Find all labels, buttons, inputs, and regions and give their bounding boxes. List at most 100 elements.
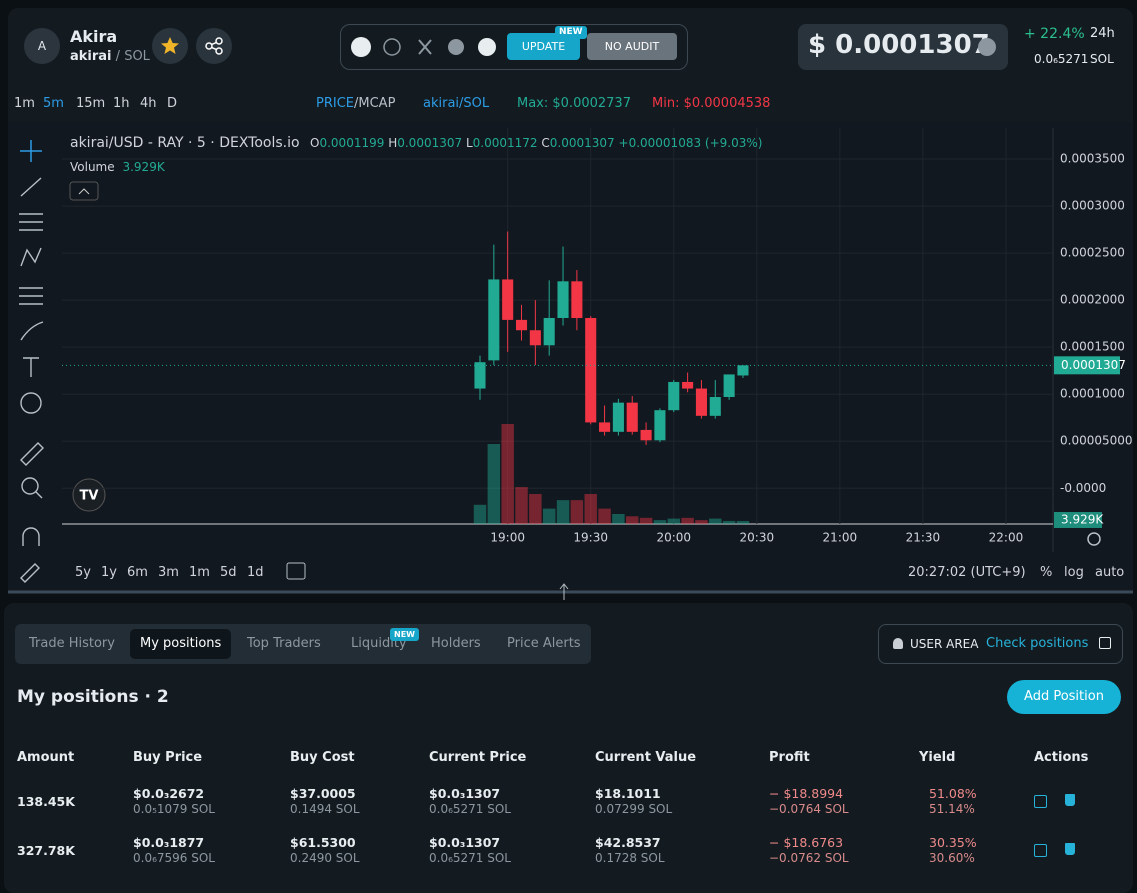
column-header: Amount	[17, 750, 75, 765]
interval-button[interactable]: 4h	[140, 96, 157, 111]
pair-quote: SOL	[124, 49, 150, 64]
share-button[interactable]	[196, 28, 232, 64]
volume-bar	[501, 424, 514, 524]
c-value: 0.0001307	[549, 136, 615, 150]
tab[interactable]: Holders	[431, 636, 481, 651]
range-button[interactable]: 6m	[127, 565, 148, 580]
interval-button[interactable]: 5m	[43, 96, 64, 111]
x-tick-label: 21:00	[823, 531, 858, 545]
price-mcap-toggle[interactable]: PRICE/MCAP	[316, 96, 395, 111]
crosshair-tool[interactable]	[20, 140, 42, 162]
cell-primary: $18.1011	[595, 786, 661, 801]
favorite-button[interactable]	[152, 28, 188, 64]
x-tick-label: 20:00	[656, 531, 691, 545]
volume-bar	[709, 518, 722, 524]
info-icon[interactable]	[978, 38, 996, 56]
change: +0.00001083 (+9.03%)	[618, 136, 763, 150]
links-box: UPDATE NEW NO AUDIT	[340, 24, 688, 70]
cell-secondary: 0.1728 SOL	[595, 851, 665, 865]
collapse-button[interactable]	[69, 181, 99, 201]
volume-bar	[626, 516, 639, 524]
cell-primary: − $18.8994	[769, 786, 844, 801]
cell-secondary: 0.0₆5271 SOL	[429, 802, 511, 816]
y-tick-label: 0.0001500	[1060, 340, 1125, 354]
h-value: 0.0001307	[397, 136, 463, 150]
update-button[interactable]: UPDATE	[507, 33, 580, 60]
column-header: Profit	[769, 750, 810, 765]
price-mode: PRICE	[316, 96, 354, 111]
volume-bar	[487, 444, 501, 524]
volume-bar	[584, 494, 597, 524]
candle-body	[682, 381, 694, 389]
settings-icon[interactable]	[1087, 532, 1101, 546]
delete-button[interactable]	[1065, 794, 1075, 806]
volume-bar	[515, 487, 528, 524]
last-price-box	[1054, 356, 1120, 375]
range-button[interactable]: 1m	[189, 565, 210, 580]
l-label: L	[465, 136, 473, 150]
price-box: $ 0.0001307	[798, 24, 1008, 70]
volume-bar	[556, 500, 570, 524]
chart-bg	[8, 122, 1133, 592]
cell-secondary: 30.60%	[929, 851, 975, 865]
interval-button[interactable]: 1h	[113, 96, 130, 111]
column-header: Buy Cost	[290, 750, 355, 765]
volume-bar	[529, 494, 542, 524]
tab[interactable]: Top Traders	[247, 636, 321, 651]
edit-button[interactable]	[1034, 844, 1047, 857]
ohlc: O0.0001199 H0.0001307 L0.0001172 C0.0001…	[310, 136, 762, 150]
add-position-button[interactable]: Add Position	[1007, 680, 1121, 714]
cell-secondary: 0.0₅1079 SOL	[133, 802, 215, 816]
range-button[interactable]: 5d	[220, 565, 237, 580]
range-button[interactable]: 1y	[101, 565, 117, 580]
amount-cell: 327.78K	[17, 843, 75, 858]
y-tick-label: 0.0003000	[1060, 199, 1125, 213]
amount-cell: 138.45K	[17, 794, 75, 809]
volume-bar	[736, 520, 750, 524]
price-sol: 0.0₆5271	[1034, 52, 1089, 66]
range-button[interactable]: 3m	[158, 565, 179, 580]
scale-button[interactable]: %	[1040, 565, 1053, 580]
candle-body	[599, 422, 611, 432]
new-badge: NEW	[390, 628, 419, 641]
volume-legend: Volume 3.929K	[70, 160, 165, 174]
delete-button[interactable]	[1065, 843, 1075, 855]
check-positions-link[interactable]: Check positions	[986, 636, 1089, 651]
price-sol-unit: SOL	[1090, 52, 1114, 66]
chart: TV 0.0003500 0.0003000 0.0002500 0.0002000 0…	[8, 122, 1133, 600]
interval-button[interactable]: D	[167, 96, 178, 111]
scale-button[interactable]: log	[1064, 565, 1084, 580]
candle-body	[571, 281, 583, 319]
tradingview-logo[interactable]	[72, 478, 106, 512]
mcap-mode: /MCAP	[354, 96, 396, 111]
token-pair: akirai / SOL	[70, 49, 150, 64]
x-tick-label: 21:30	[906, 531, 941, 545]
y-tick-label: 0.00005000	[1060, 434, 1133, 448]
user-area: USER AREA Check positions	[878, 624, 1123, 664]
resize-handle[interactable]	[559, 583, 569, 600]
cell-primary: $0.0₃1877	[133, 835, 205, 850]
candle-body	[668, 381, 680, 411]
scale-button[interactable]: auto	[1095, 565, 1125, 580]
cell-secondary: −0.0762 SOL	[769, 851, 849, 865]
pair-toggle[interactable]: akirai/SOL	[423, 96, 490, 111]
tab[interactable]: Price Alerts	[507, 636, 581, 651]
cell-secondary: 0.07299 SOL	[595, 802, 673, 816]
date-range-icon[interactable]	[286, 562, 306, 580]
volume-bar	[598, 508, 611, 524]
interval-button[interactable]: 15m	[76, 96, 106, 111]
y-tick-label: 0.0003500	[1060, 152, 1125, 166]
range-button[interactable]: 1d	[247, 565, 264, 580]
range-button[interactable]: 5y	[75, 565, 91, 580]
candle-body	[502, 279, 514, 320]
cell-secondary: 51.14%	[929, 802, 975, 816]
interval-button[interactable]: 1m	[14, 96, 35, 111]
edit-button[interactable]	[1034, 795, 1047, 808]
min-price: Min: $0.00004538	[652, 96, 771, 111]
drawing-tools[interactable]	[19, 177, 44, 583]
tab[interactable]: Trade History	[29, 636, 115, 651]
tab[interactable]: My positions	[130, 629, 232, 659]
no-audit-badge[interactable]: NO AUDIT	[587, 33, 677, 60]
symbol: akirai/USD - RAY · 5 · DEXTools.io	[70, 135, 300, 151]
